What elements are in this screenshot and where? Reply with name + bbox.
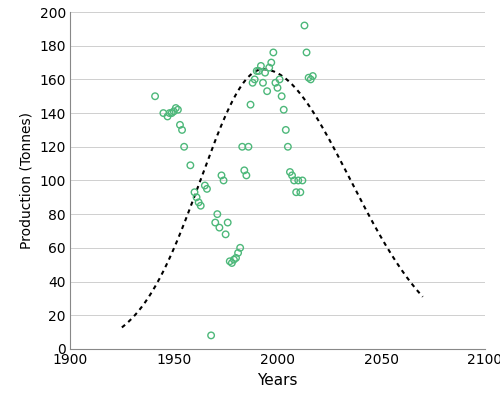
Point	[274, 85, 281, 91]
Point	[240, 167, 248, 174]
Point	[180, 144, 188, 150]
Point	[170, 108, 178, 115]
Point	[284, 144, 292, 150]
Point	[296, 189, 304, 195]
Point	[216, 225, 224, 231]
Point	[250, 76, 258, 83]
Point	[186, 162, 194, 168]
Point	[174, 107, 182, 113]
Point	[288, 172, 296, 178]
Point	[278, 93, 285, 99]
Point	[300, 22, 308, 29]
Point	[257, 63, 265, 69]
Point	[259, 79, 267, 86]
Point	[160, 110, 168, 116]
Point	[194, 199, 202, 206]
Point	[168, 110, 175, 116]
Point	[220, 177, 228, 184]
Point	[164, 113, 172, 119]
Point	[201, 182, 209, 189]
Point	[298, 177, 306, 184]
Point	[230, 256, 238, 263]
Point	[224, 219, 232, 226]
Point	[212, 219, 220, 226]
Point	[172, 105, 180, 111]
Point	[272, 79, 280, 86]
Point	[302, 49, 310, 56]
Point	[282, 127, 290, 133]
Point	[276, 76, 283, 83]
Point	[252, 68, 261, 74]
Point	[192, 194, 200, 200]
Point	[196, 203, 204, 209]
Point	[234, 250, 242, 256]
Point	[190, 189, 198, 195]
Point	[248, 79, 256, 86]
Point	[214, 211, 222, 217]
Y-axis label: Production (Tonnes): Production (Tonnes)	[20, 112, 34, 249]
Point	[207, 332, 215, 338]
Point	[218, 172, 226, 178]
X-axis label: Years: Years	[257, 373, 298, 388]
Point	[176, 122, 184, 128]
Point	[309, 73, 317, 79]
Point	[263, 88, 271, 94]
Point	[178, 127, 186, 133]
Point	[238, 144, 246, 150]
Point	[203, 186, 211, 192]
Point	[226, 258, 234, 265]
Point	[232, 255, 240, 261]
Point	[255, 68, 263, 74]
Point	[242, 172, 250, 178]
Point	[228, 260, 236, 266]
Point	[222, 231, 230, 237]
Point	[261, 69, 269, 76]
Point	[244, 144, 252, 150]
Point	[304, 75, 312, 81]
Point	[151, 93, 159, 99]
Point	[268, 59, 276, 66]
Point	[246, 101, 254, 108]
Point	[292, 189, 300, 195]
Point	[270, 49, 278, 56]
Point	[265, 65, 273, 71]
Point	[236, 245, 244, 251]
Point	[306, 76, 314, 83]
Point	[286, 169, 294, 175]
Point	[294, 177, 302, 184]
Point	[280, 107, 287, 113]
Point	[290, 177, 298, 184]
Point	[166, 110, 173, 116]
